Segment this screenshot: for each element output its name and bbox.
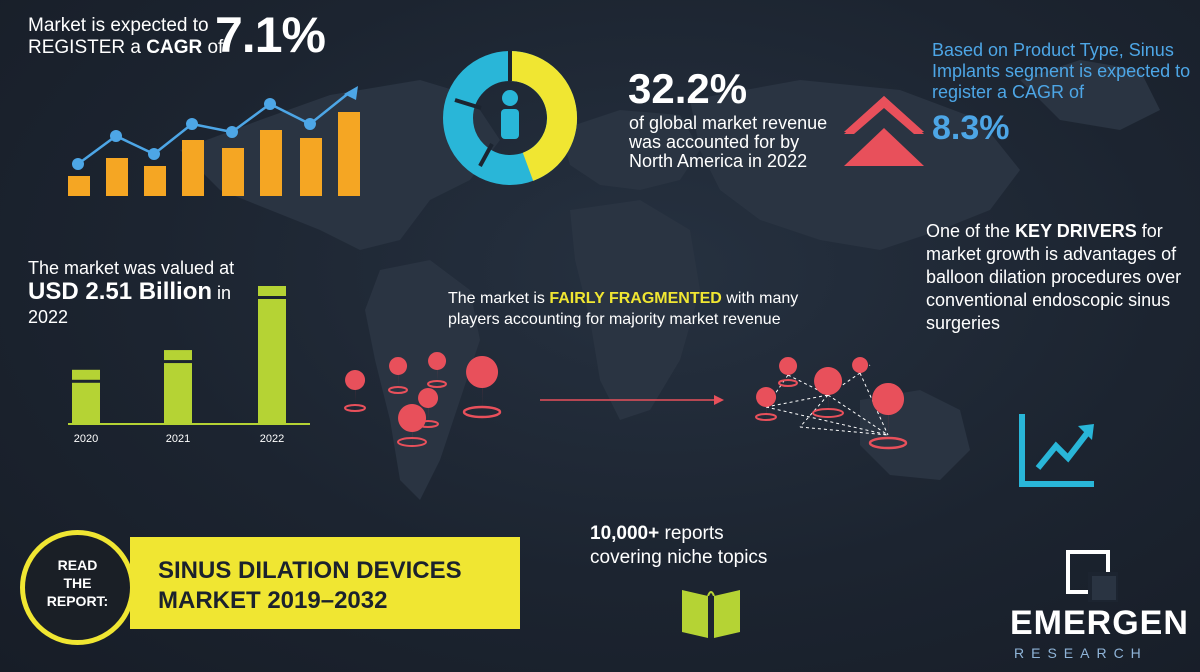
value-bar-stripe [164, 360, 192, 364]
product-type-text: Based on Product Type, Sinus Implants se… [932, 40, 1191, 102]
logo-subtitle: RESEARCH [1014, 645, 1148, 661]
value-bar-stripe [72, 379, 100, 383]
connected-location-pins [755, 357, 908, 450]
fragmentation-highlight: FAIRLY FRAGMENTED [549, 290, 722, 307]
key-drivers-suffix: for market growth is advantages of ballo… [926, 221, 1182, 333]
cagr-keyword: CAGR [146, 37, 203, 58]
read-label-line: REPORT: [46, 593, 109, 609]
market-value-suffix: in [212, 283, 232, 303]
growth-chart-icon [68, 86, 360, 196]
value-bar-stripe [258, 296, 286, 299]
north-america-donut-chart [443, 51, 578, 185]
value-bar-2022 [258, 286, 286, 424]
fragmentation-suffix: with many players accounting for majorit… [448, 290, 799, 328]
report-title-line1: SINUS DILATION DEVICES [158, 557, 462, 584]
market-value-intro: The market was valued at [28, 258, 235, 278]
fragmentation-prefix: The market is [448, 290, 550, 307]
value-bar-2020 [72, 369, 100, 424]
market-value-bar-chart: 2020 2021 2022 [68, 286, 310, 445]
north-america-share-text: of global market revenue was accounted f… [629, 113, 828, 171]
location-pin-icon [779, 357, 798, 387]
market-value-text: The market was valued at USD 2.51 Billio… [28, 256, 238, 329]
fragmentation-text: The market is FAIRLY FRAGMENTED with man… [448, 288, 808, 330]
reports-text: 10,000+ reports covering niche topics [590, 522, 810, 570]
market-value-year: 2022 [28, 307, 69, 327]
double-chevron-up-icon [844, 96, 924, 166]
location-pin-icon [756, 387, 777, 421]
market-value-amount: USD 2.51 Billion [28, 278, 213, 305]
key-drivers-keyword: KEY DRIVERS [1015, 221, 1137, 241]
open-book-icon [682, 590, 740, 638]
bar-year-label: 2022 [260, 433, 284, 445]
person-icon [502, 90, 518, 106]
location-pin-icon [466, 356, 499, 410]
location-pin-icon [852, 357, 869, 383]
emergen-logo-mark [1066, 550, 1118, 602]
read-label-line: THE [63, 575, 92, 591]
location-pin-icon [814, 367, 843, 413]
north-america-share-value: 32.2% [628, 65, 748, 112]
location-pin-icon [428, 352, 447, 382]
reports-label: reports [659, 523, 724, 544]
reports-topics: covering niche topics [590, 547, 768, 568]
scattered-location-pins [344, 352, 502, 450]
location-pin-icon [872, 383, 905, 439]
product-type-cagr-value: 8.3% [932, 109, 1010, 147]
read-report-label[interactable]: READ THE REPORT: [30, 556, 125, 610]
cagr-value: 7.1% [215, 7, 326, 63]
key-drivers-text: One of the KEY DRIVERS for market growth… [926, 220, 1200, 335]
location-pin-icon [418, 388, 439, 422]
location-pin-icon [398, 404, 427, 450]
report-title-banner[interactable] [130, 537, 520, 629]
logo-name: EMERGEN [1010, 604, 1189, 642]
bar-year-label: 2021 [166, 433, 190, 445]
location-pin-icon [389, 357, 408, 387]
trend-up-icon [1019, 414, 1094, 487]
key-drivers-prefix: One of the [926, 221, 1016, 241]
cagr-register-prefix: REGISTER a [28, 37, 147, 58]
report-title[interactable]: SINUS DILATION DEVICES MARKET 2019–2032 [158, 556, 518, 616]
read-report-badge[interactable] [20, 530, 135, 645]
cagr-register-suffix: of [202, 37, 224, 58]
location-pin-icon [345, 370, 366, 404]
bar-year-label: 2020 [74, 433, 98, 445]
cagr-register-text: REGISTER a CAGR of [28, 37, 223, 59]
arrow-right-icon [540, 395, 724, 405]
cagr-intro-text: Market is expected to [28, 15, 209, 36]
read-label-line: READ [57, 557, 98, 573]
reports-count: 10,000+ [590, 523, 660, 544]
report-title-line2: MARKET 2019–2032 [158, 587, 388, 614]
